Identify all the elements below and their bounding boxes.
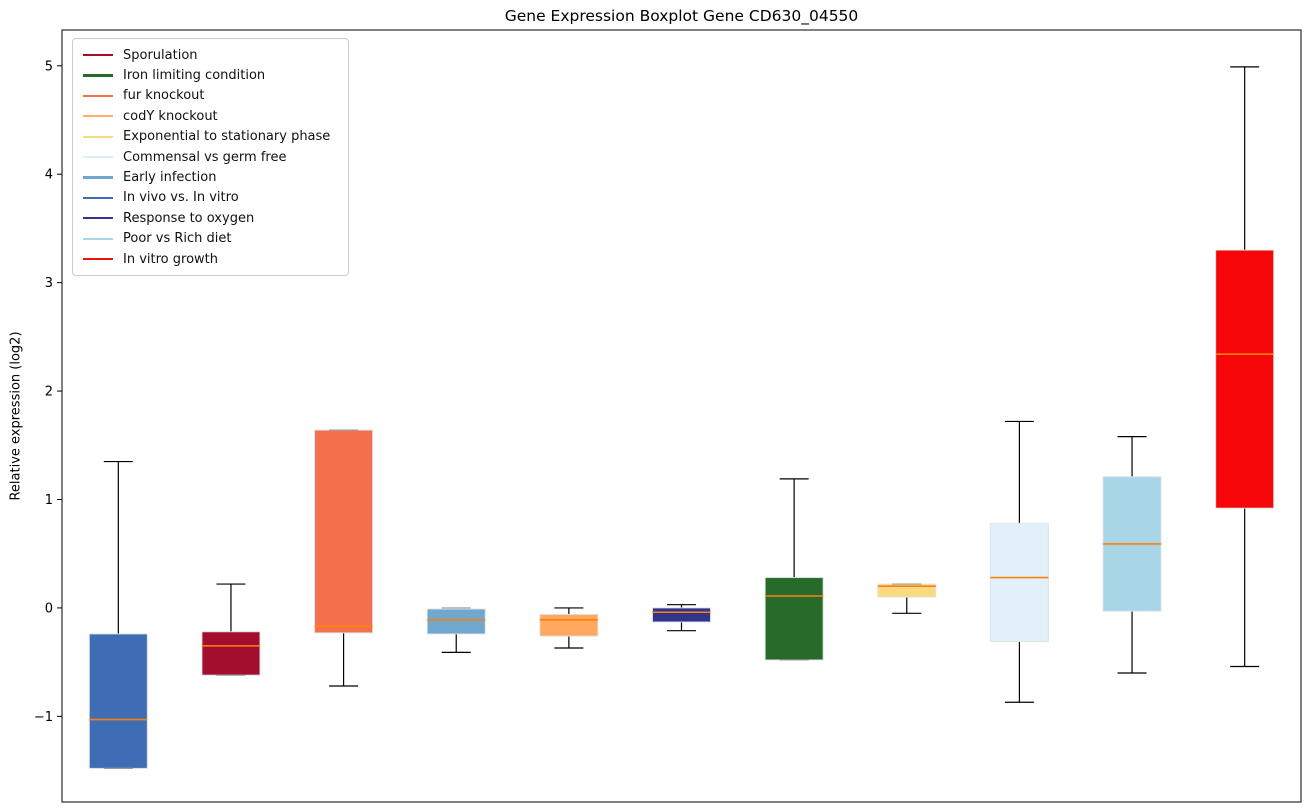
legend-item: codY knockout xyxy=(73,106,348,126)
y-tick-label: 2 xyxy=(45,385,53,400)
legend-label: codY knockout xyxy=(123,108,218,124)
legend-swatch xyxy=(83,94,113,98)
y-tick-label: 0 xyxy=(45,601,53,616)
legend-swatch xyxy=(83,237,113,240)
legend-swatch xyxy=(83,217,113,220)
legend-item: Poor vs Rich diet xyxy=(73,229,348,249)
y-tick-label: 4 xyxy=(45,168,53,183)
legend-label: fur knockout xyxy=(123,88,205,104)
box-rect xyxy=(764,577,824,661)
y-tick-label: 5 xyxy=(45,59,53,74)
legend-swatch xyxy=(83,115,113,118)
legend-label: Poor vs Rich diet xyxy=(123,231,232,247)
y-tick-label: 3 xyxy=(45,276,53,291)
legend-label: Early infection xyxy=(123,170,217,186)
boxplot-box xyxy=(88,460,148,769)
chart-title: Gene Expression Boxplot Gene CD630_04550 xyxy=(504,7,859,25)
legend-swatch xyxy=(83,135,113,138)
legend-item: In vitro growth xyxy=(73,249,348,269)
legend-item: fur knockout xyxy=(73,86,348,106)
y-tick-label: −1 xyxy=(34,710,53,725)
legend-item: Early infection xyxy=(73,167,348,187)
box-rect xyxy=(1215,249,1275,509)
legend-swatch xyxy=(83,196,113,200)
boxplot-box xyxy=(877,583,937,614)
legend-item: Sporulation xyxy=(73,45,348,65)
legend-swatch xyxy=(83,74,113,77)
legend-item: In vivo vs. In vitro xyxy=(73,188,348,208)
legend-label: Iron limiting condition xyxy=(123,68,266,84)
plot-area xyxy=(61,29,1302,803)
boxplot-box xyxy=(201,583,261,676)
legend-label: In vitro growth xyxy=(123,251,218,267)
box-rect xyxy=(989,522,1049,643)
legend-swatch xyxy=(83,258,113,261)
legend-item: Commensal vs germ free xyxy=(73,147,348,167)
boxplot-box xyxy=(989,420,1049,703)
boxplot-box xyxy=(1102,436,1162,674)
boxplot-box xyxy=(314,429,374,687)
legend-item: Iron limiting condition xyxy=(73,65,348,85)
boxplot-box xyxy=(426,607,486,653)
legend-swatch xyxy=(83,54,113,57)
boxplot-box xyxy=(539,607,599,649)
legend-swatch xyxy=(83,176,113,179)
legend-label: Exponential to stationary phase xyxy=(123,129,331,145)
legend-label: Commensal vs germ free xyxy=(123,149,287,165)
boxplot-box xyxy=(764,478,824,661)
boxplot-box xyxy=(1215,66,1275,668)
box-rect xyxy=(426,608,486,635)
box-rect xyxy=(314,429,374,634)
legend-item: Exponential to stationary phase xyxy=(73,127,348,147)
y-tick-label: 1 xyxy=(45,493,53,508)
legend-label: In vivo vs. In vitro xyxy=(123,190,239,206)
legend: Sporulation Iron limiting condition fur … xyxy=(72,38,349,277)
box-rect xyxy=(652,607,711,623)
legend-item: Response to oxygen xyxy=(73,208,348,228)
boxplot-box xyxy=(652,604,711,632)
box-rect xyxy=(201,631,261,676)
box-rect xyxy=(88,633,148,769)
box-rect xyxy=(539,613,599,637)
legend-swatch xyxy=(83,156,113,159)
legend-label: Sporulation xyxy=(123,47,198,63)
legend-label: Response to oxygen xyxy=(123,210,255,226)
